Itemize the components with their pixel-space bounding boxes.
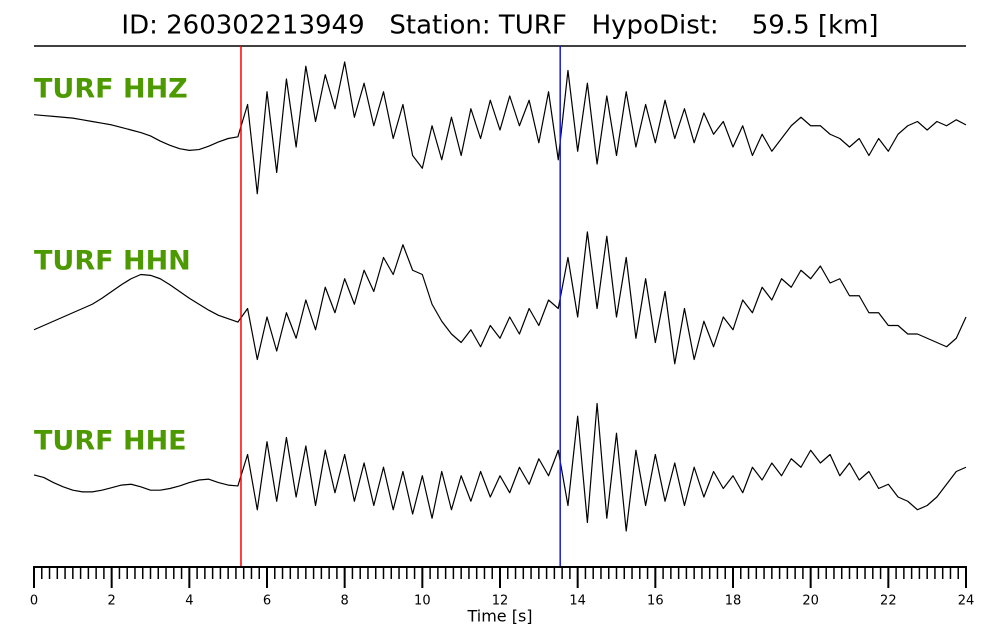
trace-label: TURF HHN: [34, 246, 191, 277]
x-tick-label: 2: [108, 594, 116, 609]
x-tick-label: 8: [341, 594, 349, 609]
x-tick-label: 10: [414, 594, 431, 609]
x-tick-label: 6: [263, 594, 271, 609]
x-tick-label: 12: [492, 594, 509, 609]
x-tick-label: 16: [647, 594, 664, 609]
x-tick-label: 4: [185, 594, 193, 609]
trace: [33, 61, 967, 195]
trace-label: TURF HHZ: [34, 74, 188, 105]
x-axis-label: Time [s]: [466, 607, 532, 626]
x-tick-label: 18: [725, 594, 742, 609]
trace: [33, 231, 967, 365]
chart-title: ID: 260302213949 Station: TURF HypoDist:…: [121, 11, 878, 41]
x-tick-label: 20: [802, 594, 819, 609]
trace: [33, 402, 967, 532]
x-tick-label: 0: [30, 594, 38, 609]
x-tick-label: 14: [569, 594, 586, 609]
x-tick-label: 24: [958, 594, 975, 609]
trace-label: TURF HHE: [34, 426, 187, 457]
x-tick-label: 22: [880, 594, 897, 609]
